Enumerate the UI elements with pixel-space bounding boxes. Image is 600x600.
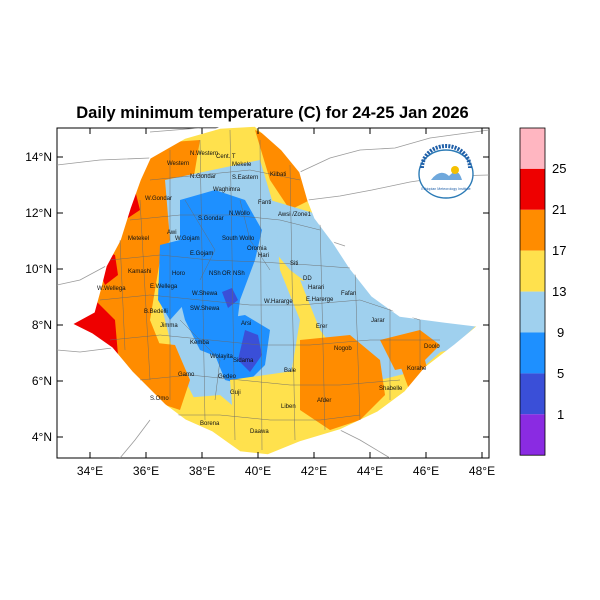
colorbar-swatch — [520, 332, 545, 374]
region-label: Nogob — [334, 346, 352, 352]
region-label: Horo — [172, 271, 186, 277]
colorbar-swatch — [520, 250, 545, 292]
lat-tick-label: 10°N — [25, 262, 52, 276]
region-label: Oromia — [247, 246, 267, 252]
country-outline — [70, 125, 480, 456]
region-label: E.Gojam — [190, 251, 213, 257]
region-label: Bale — [284, 368, 297, 374]
region-label: W.Gojam — [175, 236, 200, 242]
lon-tick-label: 36°E — [133, 464, 159, 478]
region-label: W.Shewa — [192, 291, 218, 297]
colorbar-swatch — [520, 414, 545, 456]
colorbar-label: 1 — [557, 407, 564, 422]
colorbar-swatch — [520, 168, 545, 210]
region-label: B.Bedelli — [144, 309, 168, 315]
region-label: NSh — [209, 271, 221, 277]
logo-text: Ethiopian Meteorology Institute — [421, 187, 470, 191]
institute-logo: Ethiopian Meteorology Institute — [418, 144, 474, 199]
colorbar-swatch — [520, 209, 545, 251]
region-label: DD — [303, 276, 312, 282]
region-label: Kamashi — [128, 269, 151, 275]
region-label: S.Eastern — [232, 175, 258, 181]
region-label: Western — [167, 161, 189, 167]
chart-title: Daily minimum temperature (C) for 24-25 … — [76, 104, 469, 122]
region-label: Kemba — [190, 340, 210, 346]
region-label: Awi — [167, 230, 177, 236]
lat-tick-label: 14°N — [25, 150, 52, 164]
region-labels: N.Western Cent. T Mekele Kilbati Western… — [97, 151, 440, 435]
colorbar-swatch — [520, 373, 545, 415]
colorbar-label: 13 — [552, 284, 566, 299]
region-label: Waghimra — [213, 187, 241, 193]
colorbar-swatch — [520, 128, 545, 169]
colorbar-swatch — [520, 291, 545, 333]
colorbar-label: 17 — [552, 243, 566, 258]
lat-labels: 4°N 6°N 8°N 10°N 12°N 14°N — [25, 150, 52, 444]
region-label: Erer — [316, 324, 327, 330]
region-label: S.Omo — [150, 396, 169, 402]
region-label: Cent. T — [216, 154, 236, 160]
colorbar-label: 5 — [557, 366, 564, 381]
region-label: NSh — [233, 271, 245, 277]
region-label: Arsi — [241, 321, 251, 327]
lon-tick-label: 42°E — [301, 464, 327, 478]
region-label: N.Wollo — [229, 211, 251, 217]
lon-tick-label: 38°E — [189, 464, 215, 478]
region-label: Siti — [290, 261, 298, 267]
region-label: N.Gondar — [190, 174, 216, 180]
colorbar-label: 21 — [552, 202, 566, 217]
region-label: W.Gondar — [145, 196, 172, 202]
region-label: Awsi /Zone1 — [278, 212, 312, 218]
region-label: Harari — [308, 285, 324, 291]
colorbar-frame — [519, 127, 546, 456]
region-label: Fanti — [258, 200, 271, 206]
axis-ticks — [57, 128, 489, 458]
region-label: Metekel — [128, 236, 149, 242]
lon-tick-label: 46°E — [413, 464, 439, 478]
region-label: Korahe — [407, 366, 427, 372]
region-label: E.Harerge — [306, 297, 334, 303]
lat-tick-label: 8°N — [32, 318, 52, 332]
colorbar-label: 25 — [552, 161, 566, 176]
sun-icon — [451, 166, 459, 174]
region-label: Sidama — [233, 358, 254, 364]
lon-tick-label: 48°E — [469, 464, 495, 478]
region-label: Kilbati — [270, 172, 286, 178]
region-label: SW.Shewa — [190, 306, 220, 312]
region-label: Daawa — [250, 429, 269, 435]
lon-tick-label: 34°E — [77, 464, 103, 478]
region-label: Jarar — [371, 318, 385, 324]
region-label: Mekele — [232, 162, 252, 168]
region-label: Afder — [317, 398, 331, 404]
region-label: S.Gondar — [198, 216, 224, 222]
region-label: Doolo — [424, 344, 440, 350]
region-label: Hari — [258, 253, 269, 259]
lon-tick-label: 40°E — [245, 464, 271, 478]
region-label: Jimma — [160, 323, 178, 329]
region-label: Wolayita — [210, 354, 234, 360]
region-label: E.Wellega — [150, 284, 178, 290]
region-label: Shabelle — [379, 386, 403, 392]
lon-tick-label: 44°E — [357, 464, 383, 478]
region-label: South Wollo — [222, 236, 255, 242]
lat-tick-label: 12°N — [25, 206, 52, 220]
region-label: Gedeo — [218, 374, 237, 380]
region-label: Fafan — [341, 291, 356, 297]
region-label: Borena — [200, 421, 220, 427]
zone-boundaries — [99, 129, 440, 451]
region-label: Liben — [281, 404, 296, 410]
region-label: W.Hararge — [264, 299, 293, 305]
lat-tick-label: 4°N — [32, 430, 52, 444]
region-label: W.Wellega — [97, 286, 126, 292]
colorbar-label: 9 — [557, 325, 564, 340]
lat-tick-label: 6°N — [32, 374, 52, 388]
region-label: OR — [222, 271, 232, 277]
colorbar: 25 21 17 13 9 5 1 — [519, 127, 566, 456]
region-label: Guji — [230, 390, 241, 396]
region-label: Gamo — [178, 372, 195, 378]
lon-labels: 34°E 36°E 38°E 40°E 42°E 44°E 46°E 48°E — [77, 464, 495, 478]
logo-script-arc — [420, 144, 472, 169]
region-label: N.Western — [190, 151, 218, 157]
